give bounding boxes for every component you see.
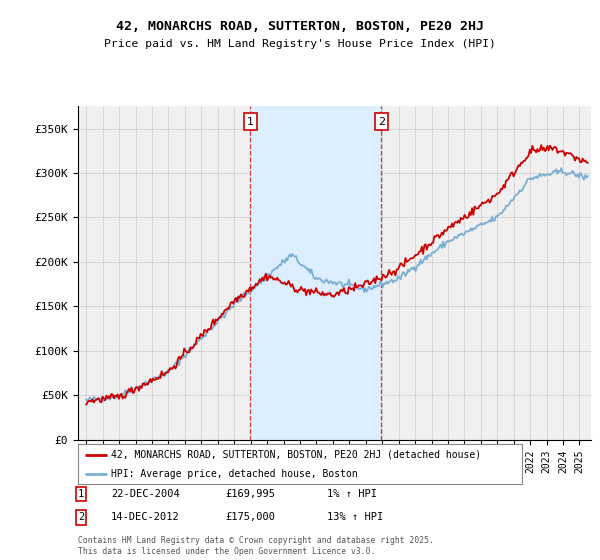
Text: Price paid vs. HM Land Registry's House Price Index (HPI): Price paid vs. HM Land Registry's House … <box>104 39 496 49</box>
Text: Contains HM Land Registry data © Crown copyright and database right 2025.
This d: Contains HM Land Registry data © Crown c… <box>78 536 434 556</box>
Text: 2: 2 <box>78 512 84 522</box>
Text: 1: 1 <box>247 116 254 127</box>
Text: 42, MONARCHS ROAD, SUTTERTON, BOSTON, PE20 2HJ (detached house): 42, MONARCHS ROAD, SUTTERTON, BOSTON, PE… <box>112 450 481 460</box>
Text: 42, MONARCHS ROAD, SUTTERTON, BOSTON, PE20 2HJ: 42, MONARCHS ROAD, SUTTERTON, BOSTON, PE… <box>116 20 484 32</box>
Text: 2: 2 <box>378 116 385 127</box>
Text: £175,000: £175,000 <box>225 512 275 522</box>
Text: HPI: Average price, detached house, Boston: HPI: Average price, detached house, Bost… <box>112 469 358 478</box>
Text: £169,995: £169,995 <box>225 489 275 499</box>
Bar <box>250 106 382 440</box>
Text: 22-DEC-2004: 22-DEC-2004 <box>111 489 180 499</box>
Text: 14-DEC-2012: 14-DEC-2012 <box>111 512 180 522</box>
Text: 1: 1 <box>78 489 84 499</box>
Text: 13% ↑ HPI: 13% ↑ HPI <box>327 512 383 522</box>
Text: 1% ↑ HPI: 1% ↑ HPI <box>327 489 377 499</box>
